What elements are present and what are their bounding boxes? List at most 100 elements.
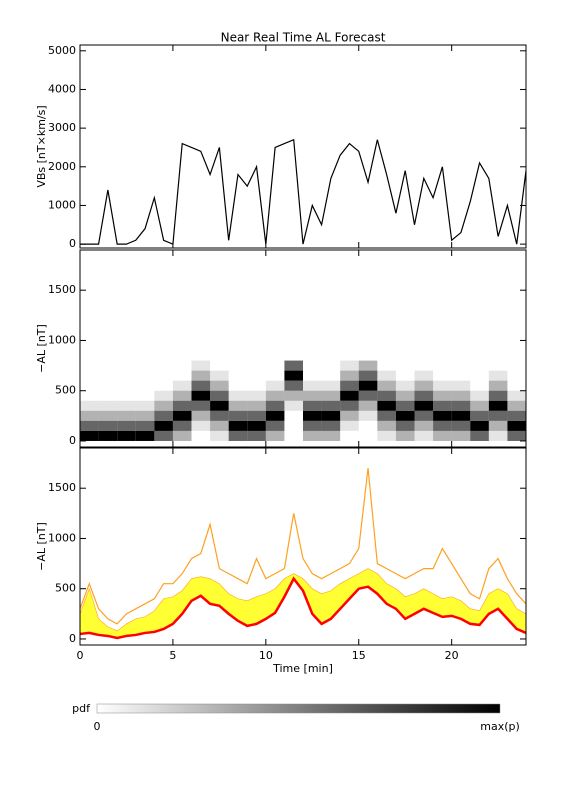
pdf-cell [303,380,322,391]
pdf-cell [414,380,434,391]
pdf-cell [433,410,452,421]
pdf-cell [377,430,396,441]
pdf-cell [507,400,526,411]
pdf-cell [488,420,508,431]
pdf-cell [340,420,359,431]
x-tick-label: 10 [259,649,273,662]
pdf-cell [377,380,396,391]
y-tick-label: 1000 [48,531,76,544]
pdf-cell [377,390,396,401]
pdf-cell [210,390,229,401]
x-tick-label: 20 [445,649,459,662]
pdf-cell [228,390,248,401]
y-tick-label: 2000 [48,160,76,173]
pdf-cell [135,430,155,441]
pdf-cell [414,370,434,381]
pdf-cell [321,380,341,391]
pdf-cell [507,430,526,441]
pdf-cell [321,420,341,431]
pdf-cell [414,400,434,411]
y-tick-label: 1500 [48,481,76,494]
pdf-cell [340,400,359,411]
pdf-cell [247,430,266,441]
pdf-cell [284,390,303,401]
pdf-cell [191,380,211,391]
pdf-cell [321,390,341,401]
pdf-cell [265,420,285,431]
y-tick-label: 1500 [48,283,76,296]
pdf-cell [228,430,248,441]
pdf-cell [247,410,266,421]
pdf-cell [172,420,192,431]
pdf-cell [377,400,396,411]
pdf-cell [154,390,173,401]
pdf-cell [284,360,303,371]
chart-title: Near Real Time AL Forecast [221,31,386,45]
x-tick-label: 15 [352,649,366,662]
pdf-cell [488,400,508,411]
pdf-cell [488,370,508,381]
pdf-cell [395,420,415,431]
series-line [79,468,527,625]
x-tick-label: 0 [77,649,84,662]
pdf-cell [321,410,341,421]
pdf-cell [358,380,378,391]
pdf-cell [377,420,396,431]
pdf-cell [191,400,211,411]
pdf-cell [265,380,285,391]
colorbar-min: 0 [94,720,101,733]
pdf-cell [154,400,173,411]
colorbar-max: max(p) [480,720,520,733]
y-tick-label: 4000 [48,82,76,95]
pdf-cell [191,410,211,421]
pdf-cell [284,400,303,411]
pdf-cell [433,420,452,431]
pdf-cell [117,430,136,441]
pdf-cell [358,410,378,421]
pdf-cell [395,400,415,411]
y-tick-label: 0 [69,434,76,447]
pdf-cell [228,420,248,431]
pdf-cell [265,390,285,401]
pdf-cell [303,390,322,401]
pdf-cell [247,400,266,411]
pdf-cell [470,420,489,431]
pdf-cell [172,430,192,441]
pdf-cell [210,430,229,441]
pdf-cell [470,390,489,401]
pdf-cell [191,360,211,371]
pdf-cell [154,430,173,441]
pdf-cell [210,370,229,381]
pdf-cell [340,360,359,371]
pdf-cell [135,420,155,431]
series-line [80,138,527,246]
pdf-cell [210,380,229,391]
pdf-cell [191,390,211,401]
pdf-cell [265,410,285,421]
pdf-cell [228,410,248,421]
pdf-cell [488,380,508,391]
pdf-cell [303,430,322,441]
pdf-cell [488,390,508,401]
y-tick-label: 3000 [48,121,76,134]
pdf-cell [395,430,415,441]
x-tick-label: 5 [169,649,176,662]
pdf-cell [414,420,434,431]
pdf-cell [172,400,192,411]
pdf-cell [470,400,489,411]
y-tick-label: 500 [55,384,76,397]
pdf-cell [470,430,489,441]
pdf-cell [247,420,266,431]
pdf-cell [303,400,322,411]
pdf-cell [414,430,434,441]
pdf-cell [117,410,136,421]
pdf-cell [172,410,192,421]
pdf-cell [507,410,526,421]
pdf-cell [210,410,229,421]
pdf-cell [135,400,155,411]
pdf-cell [377,370,396,381]
pdf-cell [154,420,173,431]
pdf-cell [117,400,136,411]
pdf-cell [247,390,266,401]
